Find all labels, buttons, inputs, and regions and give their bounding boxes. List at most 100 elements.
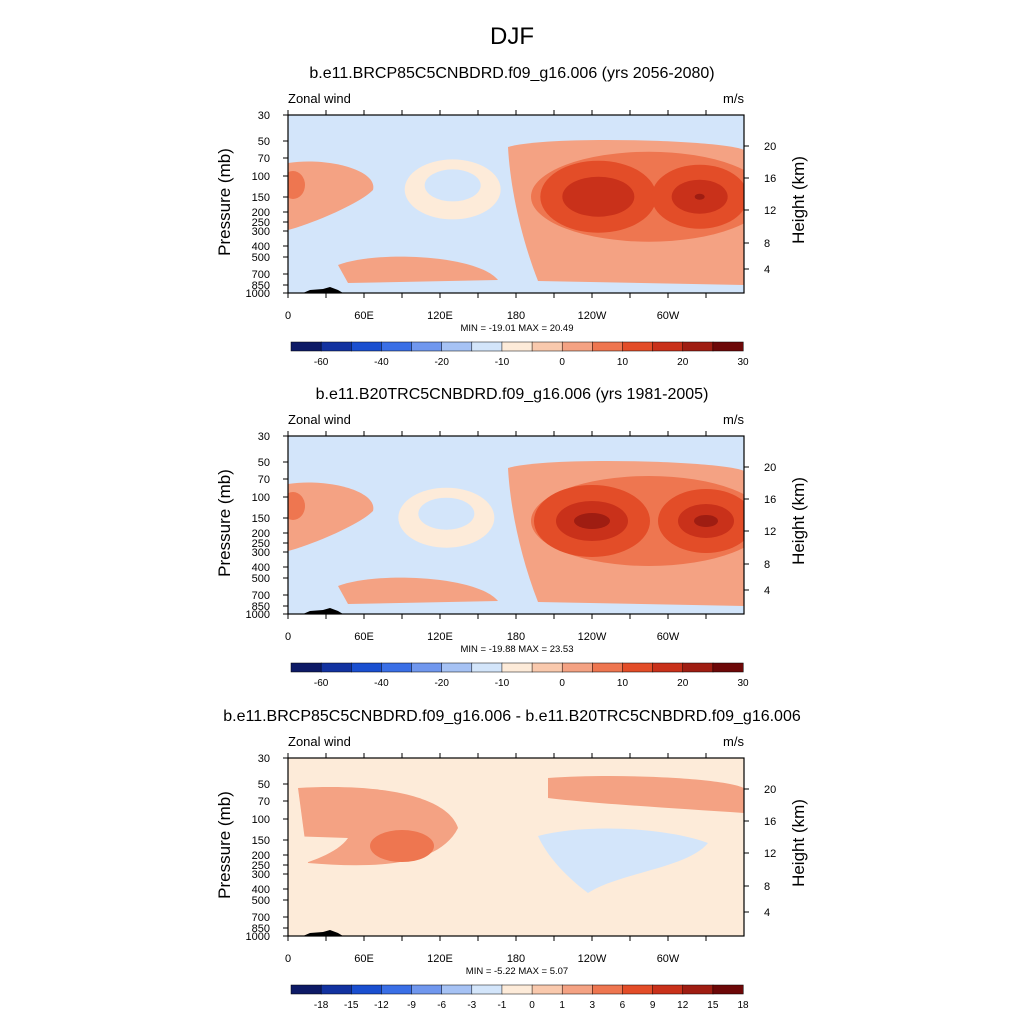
y-tick-label: 1000 — [246, 288, 270, 300]
panel-variable-label: Zonal wind — [288, 412, 351, 427]
colorbar-label: -3 — [467, 1000, 476, 1011]
y-tick-label: 30 — [258, 110, 270, 122]
page-title: DJF — [490, 23, 534, 50]
colorbar-label: -20 — [434, 357, 449, 368]
y-tick-label: 250 — [252, 860, 270, 872]
colorbar-swatch — [682, 662, 714, 673]
colorbar-swatch — [682, 341, 714, 352]
colorbar-swatch — [441, 984, 473, 995]
colorbar-swatch — [471, 341, 503, 352]
colorbar: -18 -15 -12 -9 -6 -3 -1 0 1 3 6 9 12 15 18 — [290, 984, 749, 1011]
colorbar-label: 0 — [529, 1000, 535, 1011]
colorbar-label: 12 — [677, 1000, 689, 1011]
colorbar-label: -10 — [495, 678, 510, 689]
panel-units-label: m/s — [723, 734, 744, 749]
colorbar-label: -40 — [374, 357, 389, 368]
colorbar-label: 9 — [650, 1000, 656, 1011]
y-tick-label: 500 — [252, 252, 270, 264]
colorbar-label: 30 — [737, 357, 749, 368]
colorbar-swatch — [411, 984, 443, 995]
subtropical-band — [288, 161, 374, 230]
y-tick-label: 100 — [252, 492, 270, 504]
colorbar: -60 -40 -20 -10 0 10 20 30 — [290, 662, 749, 689]
easterly-core — [418, 497, 475, 530]
colorbar-label: 0 — [559, 357, 565, 368]
y-tick-label: 1000 — [246, 609, 270, 621]
colorbar-label: -18 — [314, 1000, 329, 1011]
y-tick-label: 300 — [252, 547, 270, 559]
jet-max-2 — [694, 193, 705, 200]
y2-tick-label: 20 — [764, 462, 776, 474]
colorbar-swatch — [652, 984, 684, 995]
x-tick-label: 60E — [354, 953, 374, 965]
colorbar-swatch — [712, 341, 744, 352]
x-tick-label: 120W — [578, 953, 607, 965]
colorbar-label: -60 — [314, 678, 329, 689]
colorbar-label: -12 — [374, 1000, 389, 1011]
panel-title: b.e11.BRCP85C5CNBDRD.f09_g16.006 (yrs 20… — [309, 65, 714, 82]
x-tick-label: 60W — [657, 631, 680, 643]
colorbar-swatch — [471, 662, 503, 673]
y2-tick-label: 4 — [764, 907, 770, 919]
colorbar-label: 30 — [737, 678, 749, 689]
y-tick-label: 300 — [252, 869, 270, 881]
colorbar-label: -60 — [314, 357, 329, 368]
y-tick-label: 70 — [258, 153, 270, 165]
colorbar-swatch — [290, 984, 322, 995]
y-tick-label: 700 — [252, 590, 270, 602]
y-tick-label: 850 — [252, 923, 270, 935]
y2-tick-label: 16 — [764, 494, 776, 506]
y-axis-title: Pressure (mb) — [215, 469, 234, 577]
y-tick-label: 850 — [252, 280, 270, 292]
y2-axis-title: Height (km) — [789, 477, 808, 565]
colorbar-label: -10 — [495, 357, 510, 368]
colorbar-swatch — [501, 984, 533, 995]
x-tick-label: 180 — [507, 631, 525, 643]
colorbar-label: 20 — [677, 678, 689, 689]
colorbar-swatch — [320, 984, 352, 995]
colorbar-swatch — [561, 984, 593, 995]
colorbar: -60 -40 -20 -10 0 10 20 30 — [290, 341, 749, 368]
x-tick-label: 120E — [427, 953, 453, 965]
colorbar-swatch — [682, 984, 714, 995]
y2-tick-label: 8 — [764, 559, 770, 571]
colorbar-swatch — [531, 984, 563, 995]
y2-tick-label: 16 — [764, 816, 776, 828]
y-tick-label: 400 — [252, 884, 270, 896]
jet-core-1 — [562, 176, 635, 217]
y2-tick-label: 16 — [764, 173, 776, 185]
colorbar-label: 10 — [617, 357, 629, 368]
topography — [303, 287, 343, 293]
colorbar-label: 6 — [620, 1000, 626, 1011]
colorbar-swatch — [351, 341, 382, 352]
x-tick-label: 120E — [427, 631, 453, 643]
low-level-band — [338, 256, 498, 283]
increase-core — [370, 830, 434, 863]
decrease-core — [538, 828, 708, 893]
y-tick-label: 250 — [252, 217, 270, 229]
colorbar-swatch — [652, 341, 684, 352]
colorbar-swatch — [652, 662, 684, 673]
y-tick-label: 250 — [252, 538, 270, 550]
contour-field — [288, 758, 744, 936]
colorbar-swatch — [561, 662, 593, 673]
colorbar-label: 18 — [737, 1000, 749, 1011]
colorbar-swatch — [622, 984, 654, 995]
y-axis-title: Pressure (mb) — [215, 148, 234, 256]
x-tick-label: 60E — [354, 310, 374, 322]
y-tick-label: 70 — [258, 796, 270, 808]
panel-title: b.e11.BRCP85C5CNBDRD.f09_g16.006 - b.e11… — [223, 708, 801, 725]
x-tick-label: 180 — [507, 953, 525, 965]
y-tick-label: 50 — [258, 136, 270, 148]
x-tick-label: 120W — [578, 310, 607, 322]
colorbar-label: -9 — [407, 1000, 416, 1011]
panel-title: b.e11.B20TRC5CNBDRD.f09_g16.006 (yrs 198… — [316, 386, 709, 403]
y-tick-label: 30 — [258, 431, 270, 443]
colorbar-swatch — [531, 662, 563, 673]
panel-variable-label: Zonal wind — [288, 91, 351, 106]
colorbar-swatch — [411, 341, 443, 352]
y2-axis-title: Height (km) — [789, 799, 808, 887]
subtropical-core — [288, 171, 305, 199]
colorbar-label: 15 — [707, 1000, 719, 1011]
